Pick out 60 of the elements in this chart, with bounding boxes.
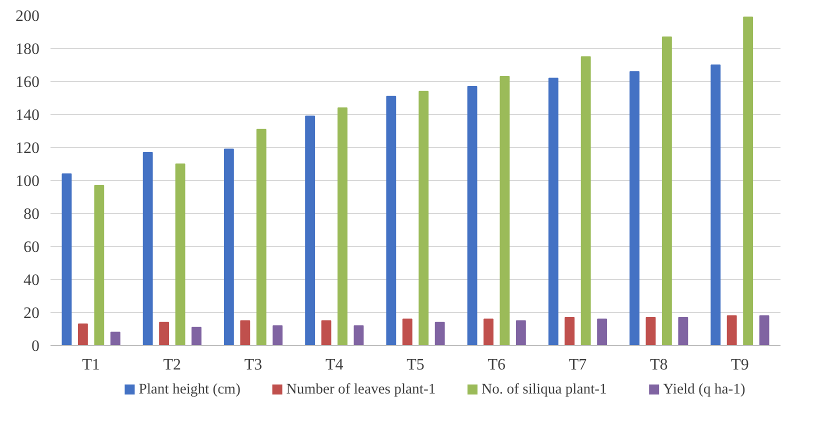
bar: [224, 148, 234, 346]
bar: [484, 318, 494, 346]
x-tick-label: T8: [650, 356, 668, 374]
bar: [354, 325, 364, 346]
x-tick-label: T9: [731, 356, 749, 374]
bar: [78, 324, 88, 346]
bar: [580, 56, 591, 346]
y-tick-label: 180: [16, 41, 40, 58]
bar: [256, 128, 266, 346]
y-tick-label: 100: [16, 173, 40, 190]
x-tick-label: T5: [406, 356, 424, 374]
bar: [338, 107, 348, 346]
bar: [548, 78, 558, 346]
legend-label: No. of siliqua plant-1: [482, 382, 607, 398]
y-tick-label: 20: [24, 305, 40, 322]
y-tick-label: 200: [16, 8, 40, 25]
bar: [630, 71, 640, 346]
y-tick-label: 140: [16, 107, 40, 124]
bar: [710, 64, 721, 346]
x-tick-label: T1: [82, 356, 100, 374]
x-tick-label: T3: [244, 356, 262, 374]
y-tick-label: 80: [24, 206, 40, 223]
y-tick-label: 0: [32, 338, 40, 355]
legend-label: Yield (q ha-1): [663, 382, 746, 398]
bar: [662, 36, 672, 346]
bar: [175, 164, 186, 346]
legend-label: Number of leaves plant-1: [286, 382, 436, 398]
legend-label: Plant height (cm): [138, 382, 241, 398]
bar: [759, 315, 770, 346]
x-tick-label: T4: [326, 356, 344, 374]
y-tick-label: 160: [16, 74, 40, 91]
x-tick-label: T7: [568, 356, 587, 374]
bar: [597, 318, 608, 346]
bar: [500, 76, 510, 346]
bar: [646, 316, 656, 346]
bar: [192, 326, 202, 346]
bar: [159, 322, 170, 346]
bar: [418, 90, 429, 346]
y-tick-label: 60: [24, 239, 40, 256]
bar: [321, 320, 332, 346]
bar: [743, 16, 754, 346]
bar: [110, 332, 120, 346]
bar: [564, 316, 575, 346]
bar: [516, 320, 526, 346]
bar: [467, 86, 478, 346]
x-tick-label: T6: [488, 356, 506, 374]
bar: [240, 320, 250, 346]
bar: [94, 184, 104, 346]
y-tick-label: 40: [24, 272, 40, 289]
bar: [386, 96, 396, 346]
bar: [434, 322, 445, 346]
bar: [678, 316, 688, 346]
bar: [305, 116, 316, 346]
bar: [726, 315, 737, 346]
bar: [272, 325, 283, 346]
bar: [142, 152, 153, 346]
y-tick-label: 120: [16, 140, 40, 157]
bar: [402, 318, 412, 346]
x-tick-label: T2: [163, 356, 182, 374]
bar: [62, 173, 72, 346]
